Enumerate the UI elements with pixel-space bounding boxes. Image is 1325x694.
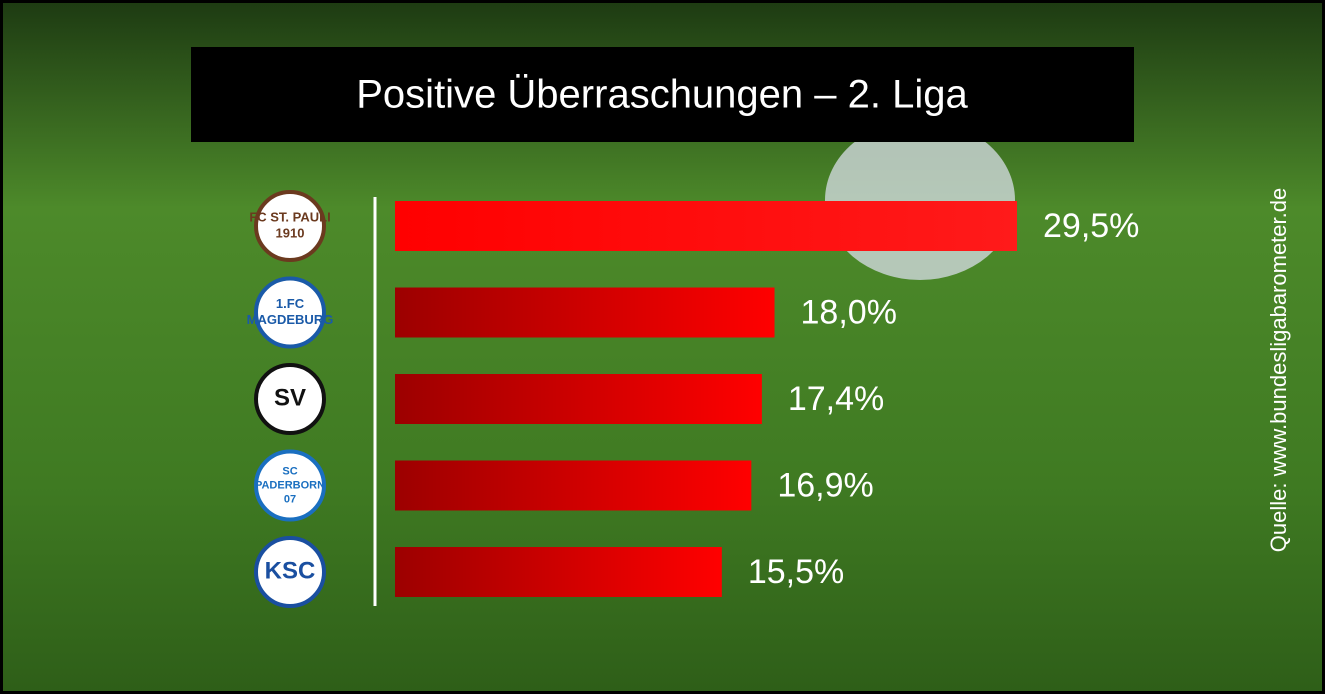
bar bbox=[395, 374, 762, 424]
value-label: 17,4% bbox=[788, 380, 884, 418]
chart-title: Positive Überraschungen – 2. Liga bbox=[356, 73, 968, 117]
team-logo bbox=[254, 536, 326, 608]
value-label: 16,9% bbox=[777, 466, 873, 504]
bar bbox=[395, 460, 752, 511]
logo-text: SC bbox=[282, 465, 297, 477]
value-label: 18,0% bbox=[801, 293, 897, 331]
logo-text: MAGDEBURG bbox=[247, 312, 334, 327]
team-logo bbox=[254, 449, 326, 522]
logo-text: 1.FC bbox=[276, 296, 305, 311]
bar bbox=[395, 547, 722, 597]
value-label: 29,5% bbox=[1043, 207, 1139, 245]
team-logo bbox=[254, 363, 326, 435]
title-box bbox=[191, 47, 1134, 142]
logo-text: FC ST. PAULI bbox=[249, 209, 330, 224]
team-logo bbox=[254, 276, 326, 349]
bar bbox=[395, 287, 775, 338]
team-logo bbox=[254, 190, 326, 262]
logo-text: SV bbox=[274, 384, 306, 411]
source: Quelle: www.bundesligabarometer.de bbox=[1266, 188, 1291, 552]
logo-text: PADERBORN bbox=[255, 479, 325, 491]
logo-text: 07 bbox=[284, 493, 296, 505]
logo-text: KSC bbox=[265, 557, 316, 584]
ball bbox=[825, 120, 1015, 280]
value-label: 15,5% bbox=[748, 553, 844, 591]
logo-text: 1910 bbox=[276, 225, 305, 240]
bar bbox=[395, 201, 1017, 251]
